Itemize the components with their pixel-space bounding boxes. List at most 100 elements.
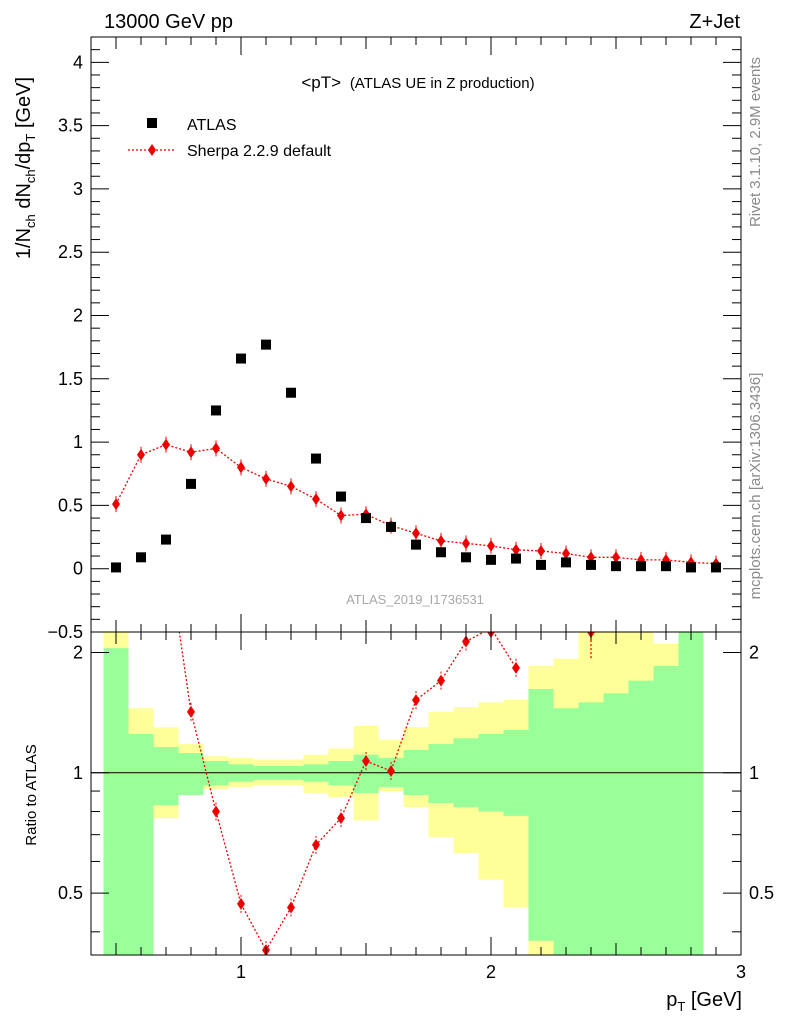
main-mc-point — [162, 438, 170, 451]
ratio-mc-point — [512, 661, 520, 674]
ratio-y-tick-label-right: 1 — [749, 763, 759, 783]
main-y-tick-label: 0.5 — [58, 495, 83, 515]
ratio-y-tick-label-right: 0.5 — [749, 883, 774, 903]
main-data-point — [261, 339, 271, 350]
main-mc-point — [212, 442, 220, 455]
main-data-point — [211, 405, 221, 416]
legend-atlas-marker — [147, 118, 157, 128]
band-stat-bin — [103, 648, 129, 955]
main-mc-point — [487, 539, 495, 552]
main-data-point — [361, 513, 371, 524]
x-tick-label: 1 — [236, 962, 246, 982]
main-data-point — [536, 559, 546, 570]
main-y-tick-label: 0 — [73, 559, 83, 579]
x-tick-label: 3 — [736, 962, 746, 982]
main-title: <pT> (ATLAS UE in Z production) — [301, 73, 534, 92]
main-title-main: <pT> — [301, 73, 341, 92]
ratio-mc-point — [437, 674, 445, 687]
main-data-point — [136, 552, 146, 563]
main-data-point — [486, 554, 496, 565]
main-data-point — [411, 539, 421, 550]
main-mc-point — [462, 537, 470, 550]
main-data-point — [186, 478, 196, 489]
ratio-mc-point — [287, 901, 295, 914]
main-mc-point — [537, 544, 545, 557]
main-data-point — [336, 491, 346, 502]
main-y-tick-label: −0.5 — [47, 622, 83, 642]
main-y-tick-label: 2.5 — [58, 242, 83, 262]
main-data-point — [611, 561, 621, 572]
ratio-mc-point — [337, 812, 345, 825]
main-data-point — [436, 547, 446, 558]
main-data-point — [386, 521, 396, 532]
main-mc-point — [437, 534, 445, 547]
band-stat-bin — [628, 680, 654, 955]
ratio-series — [91, 632, 741, 955]
main-data-point — [586, 559, 596, 570]
ratio-y-axis-label: Ratio to ATLAS — [23, 744, 40, 845]
main-data-point — [461, 552, 471, 563]
band-stat-bin — [428, 744, 454, 804]
main-mc-point — [262, 472, 270, 485]
ratio-y-tick-label: 0.5 — [58, 883, 83, 903]
main-data-point — [286, 387, 296, 398]
main-data-point — [561, 557, 571, 568]
side-label-mcplots: mcplots.cern.ch [arXiv:1306.3436] — [747, 373, 764, 600]
main-data-point — [236, 353, 246, 364]
legend: ATLAS Sherpa 2.2.9 default — [128, 117, 332, 160]
band-stat-bin — [153, 747, 179, 806]
ratio-mc-point — [387, 765, 395, 778]
legend-mc-label: Sherpa 2.2.9 default — [187, 143, 332, 160]
main-mc-point — [237, 461, 245, 474]
main-data-point — [511, 553, 521, 564]
band-stat-bin — [678, 632, 704, 955]
band-stat-bin — [128, 734, 154, 955]
main-y-tick-label: 1 — [73, 432, 83, 452]
main-mc-point — [112, 498, 120, 511]
main-y-axis-label: 1/Nch dNch/dpT [GeV] — [13, 77, 38, 259]
header-right: Z+Jet — [689, 11, 740, 33]
header-left: 13000 GeV pp — [104, 11, 233, 33]
ratio-y-tick-label: 1 — [73, 763, 83, 783]
main-data-point — [111, 562, 121, 573]
ratio-y-tick-label: 2 — [73, 642, 83, 662]
main-mc-point — [512, 543, 520, 556]
main-data-point — [661, 561, 671, 572]
main-y-tick-label: 1.5 — [58, 369, 83, 389]
main-data-point — [711, 562, 721, 573]
x-tick-label: 2 — [486, 962, 496, 982]
main-data-point — [686, 562, 696, 573]
main-mc-point — [287, 480, 295, 493]
legend-atlas-label: ATLAS — [187, 117, 237, 134]
main-data-point — [311, 453, 321, 464]
ratio-mc-point — [412, 694, 420, 707]
ratio-mc-point — [212, 805, 220, 818]
main-data-point — [636, 561, 646, 572]
band-stat-bin — [178, 753, 204, 795]
main-mc-point — [187, 446, 195, 459]
main-title-suffix: (ATLAS UE in Z production) — [350, 75, 535, 92]
main-mc-point — [137, 448, 145, 461]
band-stat-bin — [528, 689, 554, 941]
x-axis-label: pT [GeV] — [666, 989, 742, 1014]
main-y-tick-label: 2 — [73, 306, 83, 326]
main-mc-point — [562, 547, 570, 560]
main-mc-point — [312, 493, 320, 506]
main-mc-point — [337, 509, 345, 522]
main-y-tick-label: 4 — [73, 52, 83, 72]
ratio-mc-point — [462, 635, 470, 648]
ratio-mc-point — [187, 705, 195, 718]
legend-mc-marker — [148, 144, 156, 156]
watermark: ATLAS_2019_I1736531 — [346, 592, 484, 607]
main-mc-point — [412, 527, 420, 540]
main-y-tick-label: 3.5 — [58, 116, 83, 136]
main-y-tick-label: 3 — [73, 179, 83, 199]
ratio-mc-point — [237, 897, 245, 910]
band-stat-bin — [553, 708, 579, 955]
band-stat-bin — [653, 665, 679, 955]
side-label-rivet: Rivet 3.1.10, 2.9M events — [747, 57, 764, 227]
main-mc-point — [612, 551, 620, 564]
axes: 1 2 3 −0.5 0 0.5 1 1.5 2 2.5 3 3.5 4 0.5 0.5 1 1 2 2 — [47, 36, 774, 982]
ratio-mc-point — [312, 838, 320, 851]
